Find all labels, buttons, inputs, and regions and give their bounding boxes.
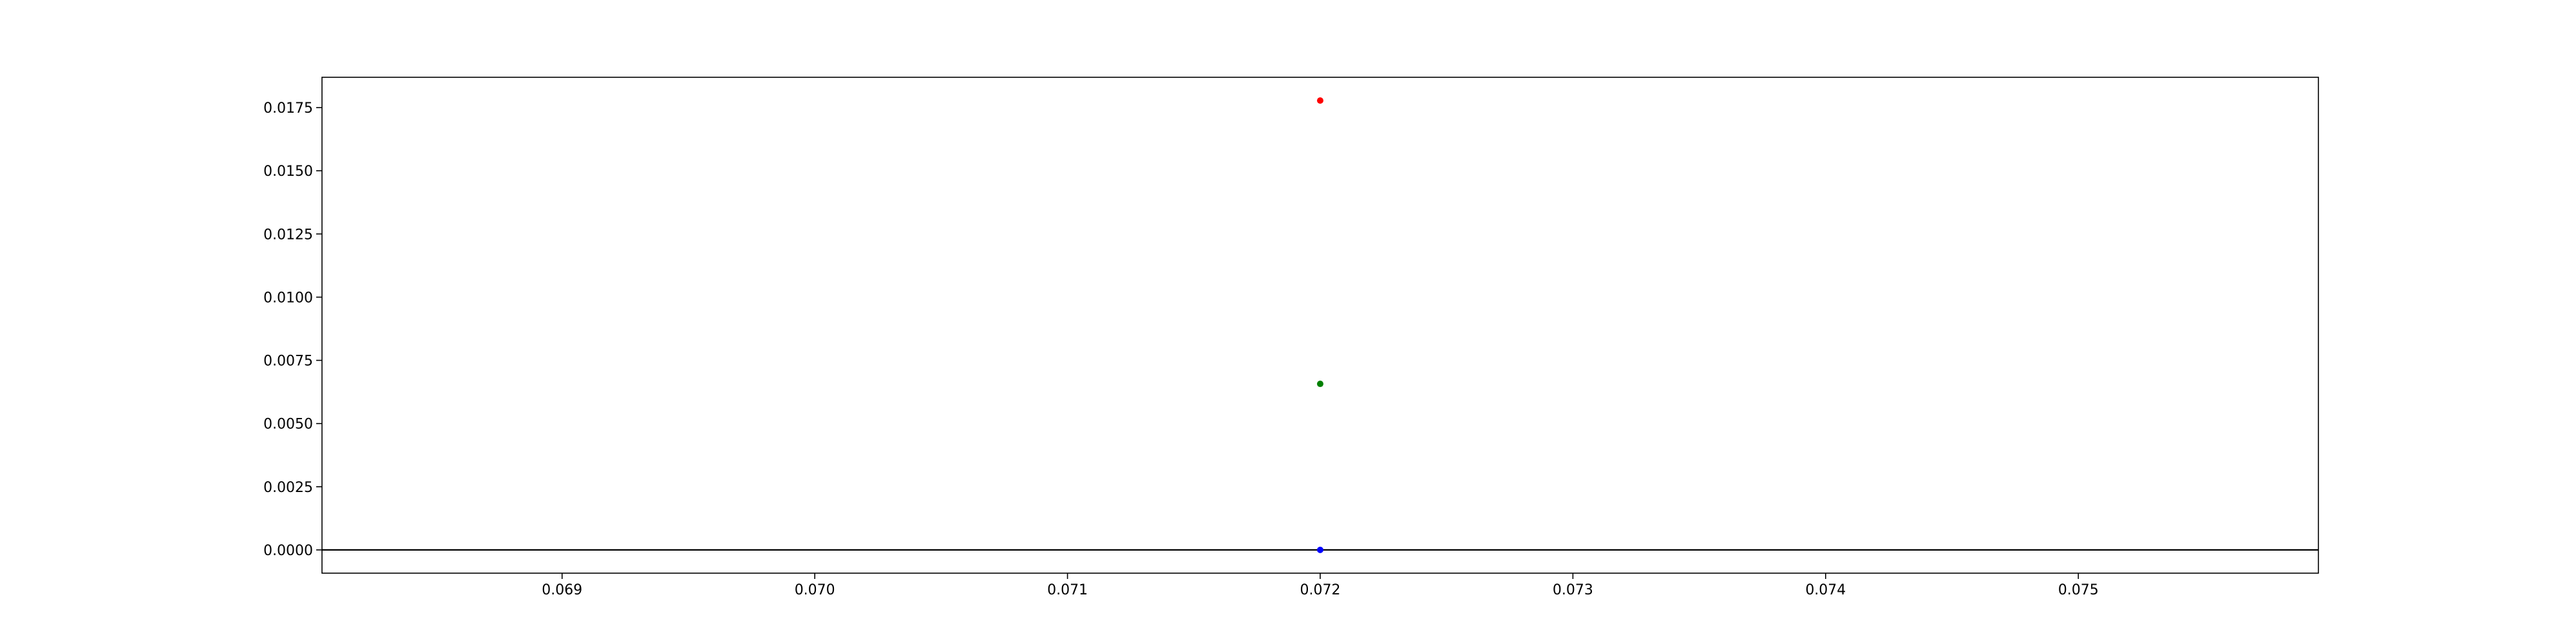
x-tick-label: 0.070	[795, 582, 835, 598]
x-tick-label: 0.073	[1553, 582, 1593, 598]
y-tick-label: 0.0075	[263, 354, 313, 370]
x-tick-label: 0.069	[542, 582, 582, 598]
y-tick-label: 0.0100	[263, 290, 313, 306]
x-tick-label: 0.072	[1300, 582, 1341, 598]
y-tick-label: 0.0025	[263, 480, 313, 496]
y-tick-label: 0.0175	[263, 100, 313, 117]
data-point-series-1	[1317, 97, 1323, 104]
x-axis: 0.069 0.070 0.071 0.072 0.073 0.074 0.075	[542, 573, 2099, 598]
y-axis: 0.0000 0.0025 0.0050 0.0075 0.0100 0.0125 0.01…	[263, 100, 322, 559]
plot-area-background	[322, 77, 2318, 573]
y-tick-label: 0.0000	[263, 543, 313, 559]
x-tick-label: 0.075	[2058, 582, 2099, 598]
y-tick-label: 0.0125	[263, 227, 313, 243]
data-point-series-2	[1317, 381, 1323, 388]
data-point-series-3	[1317, 546, 1323, 553]
y-tick-label: 0.0050	[263, 417, 313, 433]
x-tick-label: 0.074	[1805, 582, 1846, 598]
x-tick-label: 0.071	[1047, 582, 1088, 598]
points-layer	[1317, 97, 1323, 553]
y-tick-label: 0.0150	[263, 164, 313, 180]
